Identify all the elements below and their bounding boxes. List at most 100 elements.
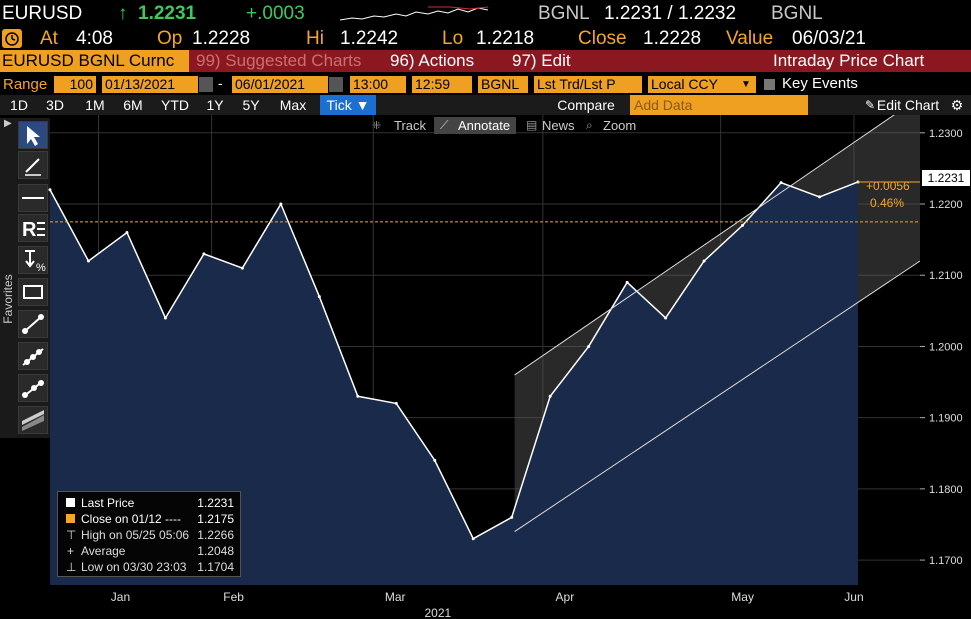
period-tab[interactable]: 1D [10, 97, 28, 113]
edit-chart-button[interactable]: Edit Chart [876, 97, 940, 113]
legend-item[interactable]: Last Price 1.2231 [66, 495, 240, 511]
price-line [49, 181, 859, 540]
compare-button[interactable]: Compare [557, 97, 615, 113]
high-marker-icon: ⊤ [66, 528, 77, 542]
y-tick-label: 1.1800 [929, 484, 963, 496]
price-mode-select[interactable]: Lst Trd/Lst P [534, 76, 642, 93]
price-point [86, 259, 90, 263]
high-label: Hi [306, 28, 324, 49]
calendar-icon[interactable] [199, 77, 213, 92]
last-price-swatch [66, 498, 75, 507]
pointer-tool-icon[interactable] [18, 121, 48, 149]
price-point [587, 344, 591, 348]
text-tool-icon[interactable]: R [18, 214, 48, 242]
range-input[interactable]: 100 [54, 76, 96, 93]
x-tick-label: Mar [385, 590, 406, 604]
quote-source-2: BGNL [771, 3, 823, 24]
suggested-charts-menu[interactable]: 99) Suggested Charts [196, 51, 362, 70]
period-tab[interactable]: 3D [46, 97, 64, 113]
end-time-input[interactable]: 12:59 [412, 76, 472, 93]
y-tick-label: 1.2100 [929, 270, 963, 282]
pen-tool-icon[interactable] [18, 151, 48, 179]
y-tick-label: 1.1900 [929, 413, 963, 425]
channel-tool-icon[interactable] [18, 342, 48, 370]
price-point [664, 316, 668, 320]
price-point [48, 188, 52, 192]
legend-item[interactable]: Close on 01/12 ---- 1.2175 [66, 511, 240, 527]
chevron-down-icon[interactable]: ▼ [739, 77, 753, 92]
high-value: 1.2242 [340, 28, 399, 49]
fib-tool-icon[interactable] [18, 374, 48, 402]
price-point [279, 202, 283, 206]
annotate-button-bg[interactable] [434, 117, 516, 134]
channel-upper-line [514, 115, 895, 376]
legend-label: Low on 03/30 23:03 [81, 560, 187, 574]
zoom-button[interactable]: Zoom [603, 118, 637, 133]
start-time-input[interactable]: 13:00 [350, 76, 406, 93]
add-data-input[interactable]: Add Data [630, 95, 808, 115]
date-dash: - [218, 75, 223, 91]
open-value: 1.2228 [192, 28, 251, 49]
currency-select[interactable]: Local CCY [648, 76, 756, 93]
security-field[interactable]: EURUSD BGNL Curnc [0, 50, 189, 72]
period-tab[interactable]: 6M [123, 97, 143, 113]
actions-menu[interactable]: 96) Actions [390, 51, 475, 70]
percent-tool-icon[interactable]: % [18, 246, 48, 274]
menu-bar: EURUSD BGNL Curnc 99) Suggested Charts 9… [0, 50, 971, 72]
legend-item[interactable]: ⊥ Low on 03/30 23:03 1.1704 [66, 559, 240, 575]
start-date-input[interactable]: 01/13/2021 [102, 76, 198, 93]
annotate-button[interactable]: Annotate [458, 118, 511, 133]
price-point [317, 295, 321, 299]
svg-text:%: % [36, 262, 46, 273]
price-change: +.0003 [246, 3, 305, 24]
track-button[interactable]: Track [394, 118, 427, 133]
period-tab[interactable]: Max [279, 97, 307, 113]
pattern-tool-icon[interactable] [18, 406, 48, 434]
low-label: Lo [442, 28, 464, 49]
x-tick-label: May [731, 590, 754, 604]
close-value: 1.2228 [643, 28, 702, 49]
svg-text:R: R [22, 219, 37, 241]
chart-edit-icon: ✎ [864, 98, 876, 112]
gear-icon[interactable]: ⚙ [950, 97, 964, 113]
period-tab[interactable]: 1Y [206, 97, 224, 113]
legend-value: 1.2266 [197, 528, 234, 542]
legend-item[interactable]: + Average 1.2048 [66, 543, 240, 559]
legend-label: High on 05/25 05:06 [81, 528, 190, 542]
average-marker-icon: + [66, 544, 74, 558]
price-point [625, 280, 629, 284]
collapse-arrow-icon[interactable]: ▶ [4, 118, 12, 129]
channel-lower-line [514, 260, 921, 533]
period-tab[interactable]: YTD [161, 97, 189, 113]
period-tab[interactable]: 1M [85, 97, 105, 113]
horizontal-line-icon[interactable] [18, 184, 48, 212]
up-arrow-icon: ↑ [118, 3, 128, 24]
source-input[interactable]: BGNL [478, 76, 528, 93]
period-tab[interactable]: 5Y [242, 97, 260, 113]
tick-select[interactable]: Tick ▼ [320, 95, 376, 115]
rectangle-tool-icon[interactable] [18, 278, 48, 306]
price-point [433, 458, 437, 462]
edit-menu[interactable]: 97) Edit [512, 51, 571, 70]
track-icon: ⁜ [372, 120, 382, 132]
news-button[interactable]: News [542, 118, 575, 133]
clock-icon [2, 29, 22, 48]
chart-legend: Last Price 1.2231 Close on 01/12 ---- 1.… [57, 491, 241, 577]
legend-value: 1.2048 [197, 544, 234, 558]
range-label: Range [3, 76, 48, 93]
legend-item[interactable]: ⊤ High on 05/25 05:06 1.2266 [66, 527, 240, 543]
quote-source: BGNL [538, 3, 590, 24]
ticker-symbol[interactable]: EURUSD [2, 3, 83, 24]
price-point [702, 259, 706, 263]
calendar-icon[interactable] [329, 77, 343, 92]
low-value: 1.2218 [476, 28, 535, 49]
last-price-tag: 1.2231 [922, 170, 970, 186]
price-point [394, 401, 398, 405]
key-events-checkbox[interactable] [764, 79, 775, 90]
trendline-tool-icon[interactable] [18, 310, 48, 338]
at-label: At [40, 28, 58, 49]
close-label: Close [578, 28, 627, 49]
close-swatch [66, 514, 75, 523]
end-date-input[interactable]: 06/01/2021 [232, 76, 328, 93]
sparkline-icon [340, 6, 489, 21]
